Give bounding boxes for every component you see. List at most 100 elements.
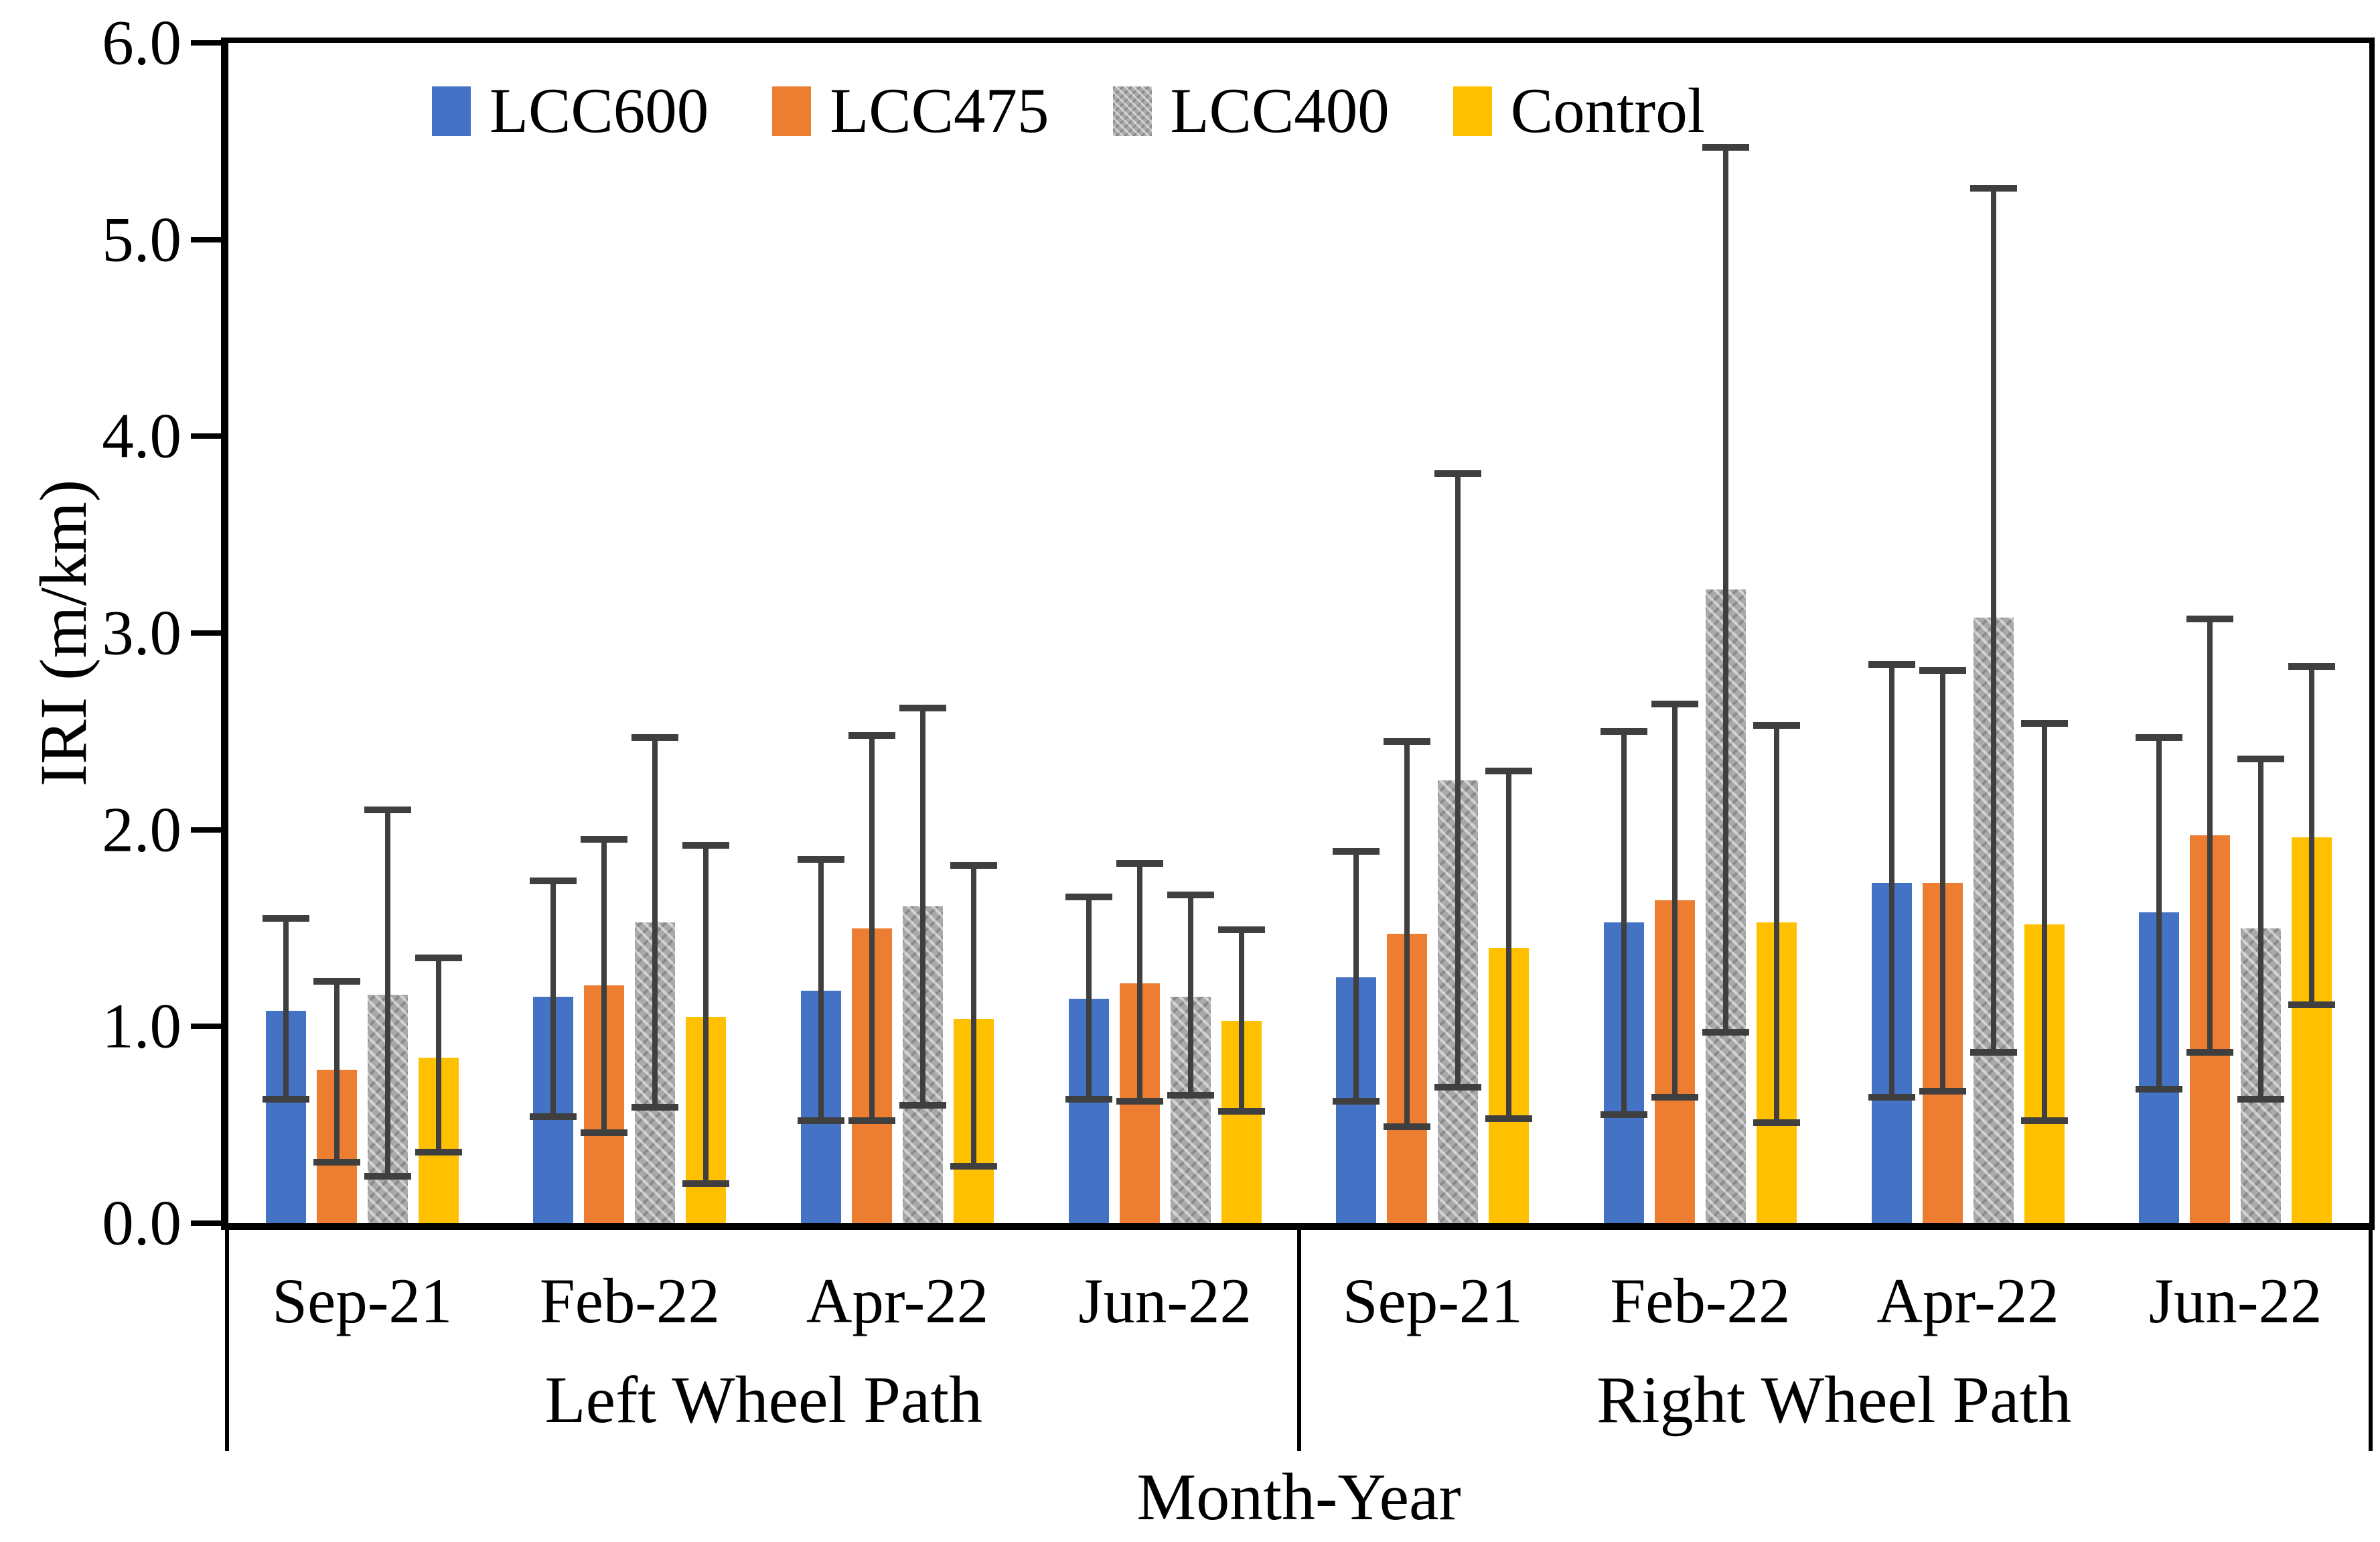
error-bar-cap <box>798 1117 845 1125</box>
error-bar-cap <box>262 914 309 922</box>
legend-item-lcc600: LCC600 <box>432 79 709 143</box>
error-bar-cap <box>2237 755 2285 762</box>
legend-swatch-icon <box>772 86 812 136</box>
y-axis-tick <box>191 433 223 439</box>
error-bar-cap <box>1702 1029 1749 1036</box>
error-bar-cap <box>1600 727 1647 735</box>
error-bar-line <box>2309 666 2315 1005</box>
error-bar-line <box>1353 851 1359 1101</box>
error-bar-line <box>1671 703 1678 1098</box>
y-axis-tick <box>191 40 223 46</box>
error-bar-cap <box>1384 1123 1431 1131</box>
plot-area <box>221 38 2375 1230</box>
y-axis-tick-label: 4.0 <box>102 400 181 472</box>
legend-label: LCC600 <box>490 75 709 146</box>
error-bar-cap <box>1868 1094 1915 1101</box>
legend: LCC600 LCC475 LCC400 Control <box>432 79 1705 143</box>
error-bar-line <box>333 981 340 1162</box>
error-bar-cap <box>848 731 896 739</box>
error-bar-cap <box>2020 720 2068 727</box>
y-axis-tick-label: 0.0 <box>102 1187 181 1259</box>
error-bar-cap <box>1116 1097 1163 1105</box>
error-bar-cap <box>364 807 411 814</box>
error-bar-line <box>1404 741 1410 1127</box>
legend-item-control: Control <box>1453 79 1705 143</box>
error-bar-cap <box>581 836 628 843</box>
error-bar-cap <box>1065 893 1112 900</box>
month-label: Feb-22 <box>539 1265 721 1336</box>
section-label-left: Left Wheel Path <box>544 1362 982 1437</box>
x-axis-title: Month-Year <box>1136 1460 1461 1534</box>
error-bar-cap <box>1919 1088 1966 1095</box>
error-bar-cap <box>2136 1086 2183 1093</box>
y-axis-tick-label: 5.0 <box>102 204 181 275</box>
error-bar-line <box>601 839 607 1133</box>
error-bar-cap <box>364 1172 411 1180</box>
error-bar-cap <box>1333 1097 1380 1105</box>
error-bar-cap <box>581 1129 628 1136</box>
error-bar-cap <box>682 1180 730 1188</box>
error-bar-cap <box>530 1113 577 1121</box>
error-bar-cap <box>1651 1094 1698 1101</box>
month-label: Apr-22 <box>1876 1265 2059 1336</box>
error-bar-cap <box>798 855 845 863</box>
section-label-right: Right Wheel Path <box>1596 1362 2072 1437</box>
legend-swatch-icon <box>1112 86 1152 136</box>
month-label: Jun-22 <box>2148 1265 2322 1336</box>
error-bar-cap <box>1919 667 1966 674</box>
error-bar-cap <box>1868 660 1915 668</box>
month-label: Sep-21 <box>1342 1265 1523 1336</box>
error-bar-line <box>435 957 441 1153</box>
error-bar-cap <box>2020 1117 2068 1125</box>
error-bar-cap <box>313 977 360 985</box>
error-bar-line <box>1136 863 1142 1101</box>
category-divider <box>225 1223 229 1451</box>
error-bar-line <box>1888 664 1894 1098</box>
legend-label: LCC475 <box>830 75 1049 146</box>
error-bar-cap <box>682 842 730 849</box>
error-bar-cap <box>1217 1107 1265 1115</box>
y-axis-tick-label: 2.0 <box>102 794 181 865</box>
error-bar-cap <box>899 1101 947 1109</box>
error-bar-cap <box>1384 738 1431 745</box>
error-bar-line <box>818 859 824 1121</box>
error-bar-cap <box>313 1158 360 1166</box>
error-bar-cap <box>631 1103 679 1111</box>
legend-swatch-icon <box>1453 86 1492 136</box>
error-bar-cap <box>1753 1119 1800 1127</box>
error-bar-line <box>384 810 390 1176</box>
error-bar-line <box>1187 894 1193 1096</box>
error-bar-cap <box>1167 891 1214 898</box>
category-divider <box>2369 1223 2373 1451</box>
error-bar-line <box>2156 737 2162 1090</box>
y-axis-tick <box>191 1220 223 1226</box>
y-axis-tick-label: 1.0 <box>102 990 181 1062</box>
error-bar-cap <box>1167 1092 1214 1099</box>
error-bar-cap <box>2186 1048 2234 1056</box>
error-bar-line <box>1621 731 1627 1115</box>
error-bar-cap <box>2237 1095 2285 1103</box>
error-bar-line <box>283 918 289 1099</box>
error-bar-line <box>1238 930 1244 1111</box>
legend-item-lcc475: LCC475 <box>772 79 1049 143</box>
error-bar-cap <box>1753 722 1800 729</box>
error-bar-cap <box>950 861 998 869</box>
y-axis-tick <box>191 1024 223 1030</box>
y-axis-tick <box>191 630 223 636</box>
error-bar-line <box>703 845 709 1184</box>
error-bar-line <box>920 707 926 1105</box>
error-bar-line <box>652 737 658 1107</box>
error-bar-cap <box>631 733 679 741</box>
legend-swatch-icon <box>432 86 471 136</box>
error-bar-cap <box>1600 1111 1647 1119</box>
error-bar-cap <box>415 1149 462 1156</box>
error-bar-cap <box>262 1095 309 1103</box>
error-bar-cap <box>1434 1084 1482 1091</box>
category-divider <box>1296 1223 1301 1451</box>
error-bar-line <box>2041 723 2047 1121</box>
y-axis-tick <box>191 236 223 242</box>
error-bar-cap <box>950 1162 998 1170</box>
error-bar-line <box>869 735 875 1121</box>
error-bar-cap <box>1651 700 1698 707</box>
error-bar-line <box>1086 896 1092 1099</box>
